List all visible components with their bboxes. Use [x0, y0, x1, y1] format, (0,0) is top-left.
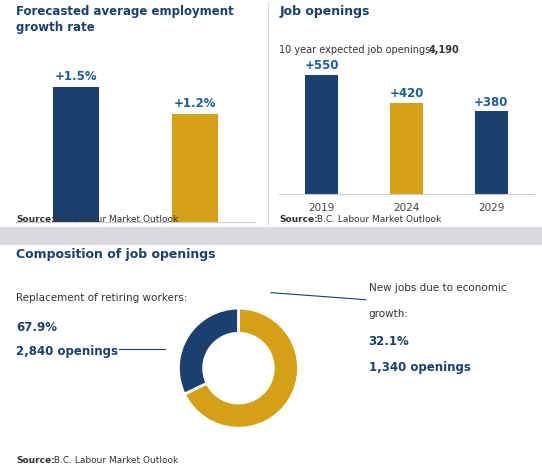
Bar	[306, 75, 338, 194]
Text: Source:: Source:	[16, 456, 55, 465]
Text: Job openings: Job openings	[279, 5, 370, 18]
Text: B.C. Labour Market Outlook: B.C. Labour Market Outlook	[51, 456, 179, 465]
Text: 2,840 openings: 2,840 openings	[16, 345, 118, 358]
Text: +420: +420	[389, 87, 424, 100]
Text: +380: +380	[474, 96, 508, 109]
Wedge shape	[184, 308, 299, 428]
Wedge shape	[178, 308, 238, 394]
Bar	[172, 114, 218, 222]
Text: Source:: Source:	[16, 215, 55, 224]
Text: +1.5%: +1.5%	[55, 70, 97, 84]
Text: 67.9%: 67.9%	[16, 321, 57, 334]
Bar	[53, 87, 99, 222]
Text: +550: +550	[305, 59, 339, 72]
Text: 32.1%: 32.1%	[369, 335, 409, 348]
Text: 4,190: 4,190	[428, 45, 459, 55]
Text: +1.2%: +1.2%	[174, 97, 216, 110]
Text: New jobs due to economic: New jobs due to economic	[369, 283, 506, 293]
Text: B.C. Labour Market Outlook: B.C. Labour Market Outlook	[314, 215, 442, 224]
Text: 10 year expected job openings:: 10 year expected job openings:	[279, 45, 437, 55]
Text: growth:: growth:	[369, 309, 409, 319]
Bar	[475, 111, 507, 194]
Text: Forecasted average employment
growth rate: Forecasted average employment growth rat…	[16, 5, 234, 34]
Text: 1,340 openings: 1,340 openings	[369, 361, 470, 374]
Text: Source:: Source:	[279, 215, 318, 224]
Text: B.C. Labour Market Outlook: B.C. Labour Market Outlook	[51, 215, 179, 224]
Text: Composition of job openings: Composition of job openings	[16, 248, 216, 261]
Text: Replacement of retiring workers:: Replacement of retiring workers:	[16, 293, 188, 303]
Bar	[390, 102, 423, 194]
